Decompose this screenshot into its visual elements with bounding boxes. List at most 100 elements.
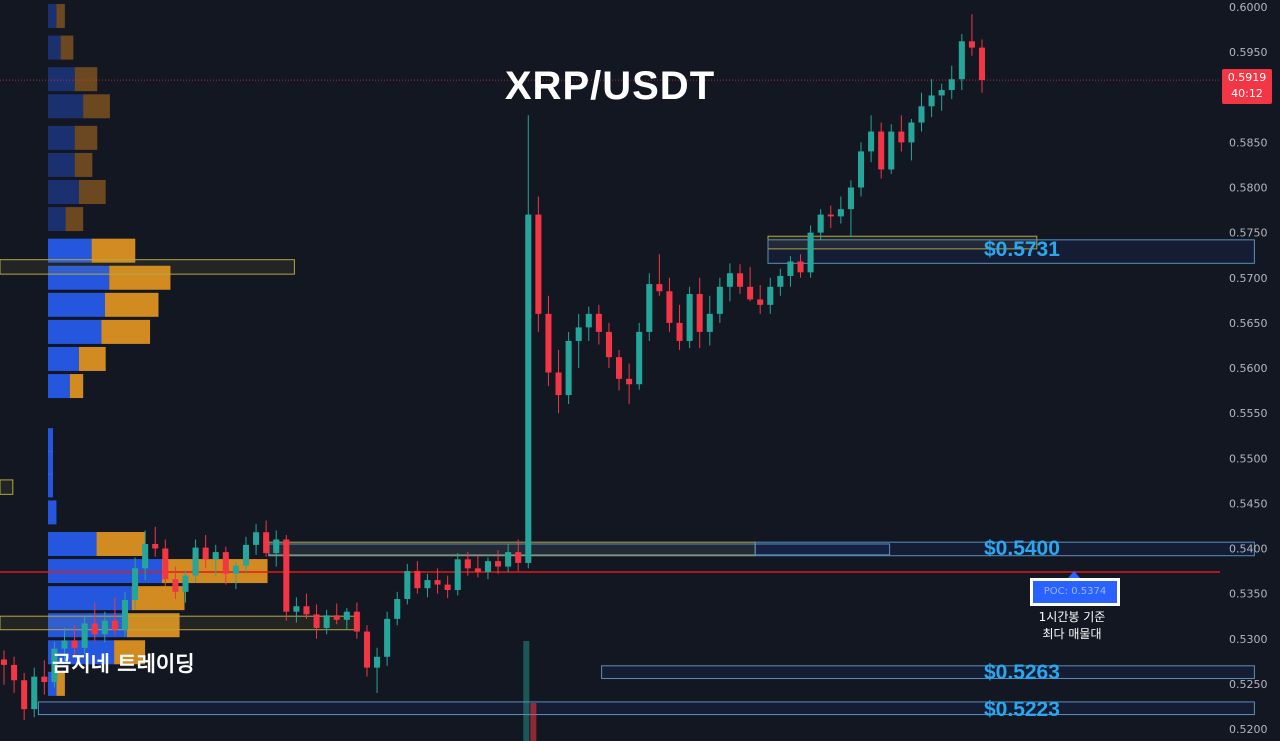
- level-label-0.5263: $0.5263: [984, 661, 1060, 684]
- supply-zone-box: [0, 259, 295, 275]
- candle-body-up: [424, 580, 431, 589]
- volume-profile-bar-down: [105, 292, 159, 317]
- candle-body-down: [111, 620, 118, 630]
- candle-body-down: [656, 284, 663, 292]
- candle-body-up: [253, 532, 260, 545]
- candle-body-down: [696, 293, 703, 332]
- candle-body-up: [343, 611, 350, 620]
- level-label-0.5731: $0.5731: [984, 238, 1060, 261]
- candle-body-down: [898, 131, 905, 143]
- candle-body-up: [636, 331, 643, 385]
- y-axis-tick-label: 0.5350: [1229, 588, 1268, 601]
- poc-label: POC: 0.5374: [1033, 581, 1117, 603]
- candle-body-up: [918, 106, 925, 123]
- candle-body-down: [555, 372, 562, 396]
- candle-body-up: [777, 275, 784, 287]
- volume-profile-bar-up: [48, 180, 79, 205]
- candle-body-down: [978, 47, 986, 81]
- candle-body-down: [968, 41, 975, 48]
- candle-body-up: [888, 131, 895, 170]
- volume-profile-bar-down: [109, 265, 171, 290]
- candle-body-up: [807, 232, 814, 273]
- y-axis-tick-label: 0.6000: [1229, 1, 1268, 14]
- candle-body-down: [0, 659, 8, 665]
- candle-body-up: [686, 293, 693, 341]
- candle-body-up: [505, 552, 512, 567]
- candle-body-up: [847, 187, 854, 210]
- candle-body-up: [192, 547, 199, 576]
- volume-profile-bar-down: [162, 559, 268, 584]
- volume-profile-bar-down: [56, 4, 65, 29]
- volume-profile-bar-up: [48, 35, 61, 60]
- candle-body-up: [706, 313, 713, 332]
- volume-profile-bar-up: [48, 671, 57, 696]
- candle-body-down: [827, 214, 834, 217]
- candle-body-down: [303, 606, 310, 615]
- y-axis-tick-label: 0.5400: [1229, 543, 1268, 556]
- candle-body-down: [162, 548, 169, 580]
- volume-profile-bar-up: [48, 292, 105, 317]
- candle-body-up: [585, 313, 592, 328]
- volume-profile-bar-up: [48, 374, 70, 399]
- poc-note-line1: 1시간봉 기준: [1038, 610, 1106, 624]
- y-axis-tick-label: 0.5200: [1229, 723, 1268, 736]
- candle-body-up: [394, 599, 401, 619]
- candle-body-down: [878, 131, 885, 170]
- candle-body-up: [31, 676, 38, 710]
- candle-body-up: [182, 575, 189, 592]
- y-axis-tick-label: 0.5950: [1229, 46, 1268, 59]
- volume-profile-bar-down: [126, 613, 180, 638]
- candle-body-down: [91, 623, 98, 635]
- volume-profile-bar-up: [48, 238, 92, 263]
- candle-body-up: [948, 79, 955, 91]
- level-box: [601, 665, 1255, 679]
- candle-body-up: [61, 640, 68, 649]
- candle-body-down: [676, 322, 683, 341]
- y-axis-tick-label: 0.5700: [1229, 272, 1268, 285]
- volume-profile-bar-down: [83, 94, 110, 119]
- candle-body-up: [454, 559, 461, 591]
- candle-body-down: [736, 273, 744, 287]
- candle-body-up: [938, 90, 945, 96]
- candle-body-down: [616, 357, 623, 379]
- candle-body-down: [515, 552, 522, 563]
- candle-body-down: [71, 640, 78, 648]
- y-axis-tick-label: 0.5750: [1229, 227, 1268, 240]
- candle-body-down: [747, 286, 754, 300]
- current-price-value: 0.5919: [1227, 71, 1267, 84]
- candle-body-down: [152, 543, 159, 549]
- candle-body-up: [868, 131, 875, 152]
- level-box: [754, 541, 1255, 557]
- current-price-tag: 0.5919 40:12: [1222, 69, 1272, 104]
- candle-body-down: [626, 378, 633, 385]
- candle-body-down: [172, 579, 179, 592]
- volume-profile-bar-down: [74, 152, 93, 177]
- level-label-0.5223: $0.5223: [984, 698, 1060, 721]
- volume-profile-bar-up: [48, 586, 132, 611]
- candle-body-up: [81, 623, 88, 648]
- volume-profile-bar-up: [48, 265, 110, 290]
- candle-body-down: [41, 676, 48, 683]
- candle-body-down: [495, 561, 502, 567]
- poc-note: 1시간봉 기준 최다 매물대: [1002, 609, 1142, 643]
- level-box: [37, 701, 1255, 716]
- volume-profile-bar-down: [78, 346, 106, 371]
- candle-body-down: [353, 611, 360, 632]
- volume-profile-bar-down: [114, 640, 146, 665]
- volume-profile-bar-up: [48, 94, 84, 119]
- candle-body-up: [374, 656, 381, 668]
- candle-body-down: [474, 568, 481, 572]
- volume-profile-bar-down: [96, 531, 146, 556]
- volume-profile-bar-down: [74, 125, 98, 150]
- candle-body-down: [797, 261, 804, 273]
- candle-body-up: [273, 539, 280, 554]
- candle-body-up: [787, 261, 794, 276]
- volume-profile-bar-up: [48, 319, 102, 344]
- candle-body-up: [242, 544, 250, 566]
- candle-body-up: [726, 273, 733, 287]
- level-box: [268, 543, 891, 556]
- candle-body-up: [51, 648, 58, 683]
- candle-body-down: [595, 313, 602, 332]
- volume-profile-bar-down: [91, 238, 136, 263]
- candle-body-up: [857, 151, 865, 188]
